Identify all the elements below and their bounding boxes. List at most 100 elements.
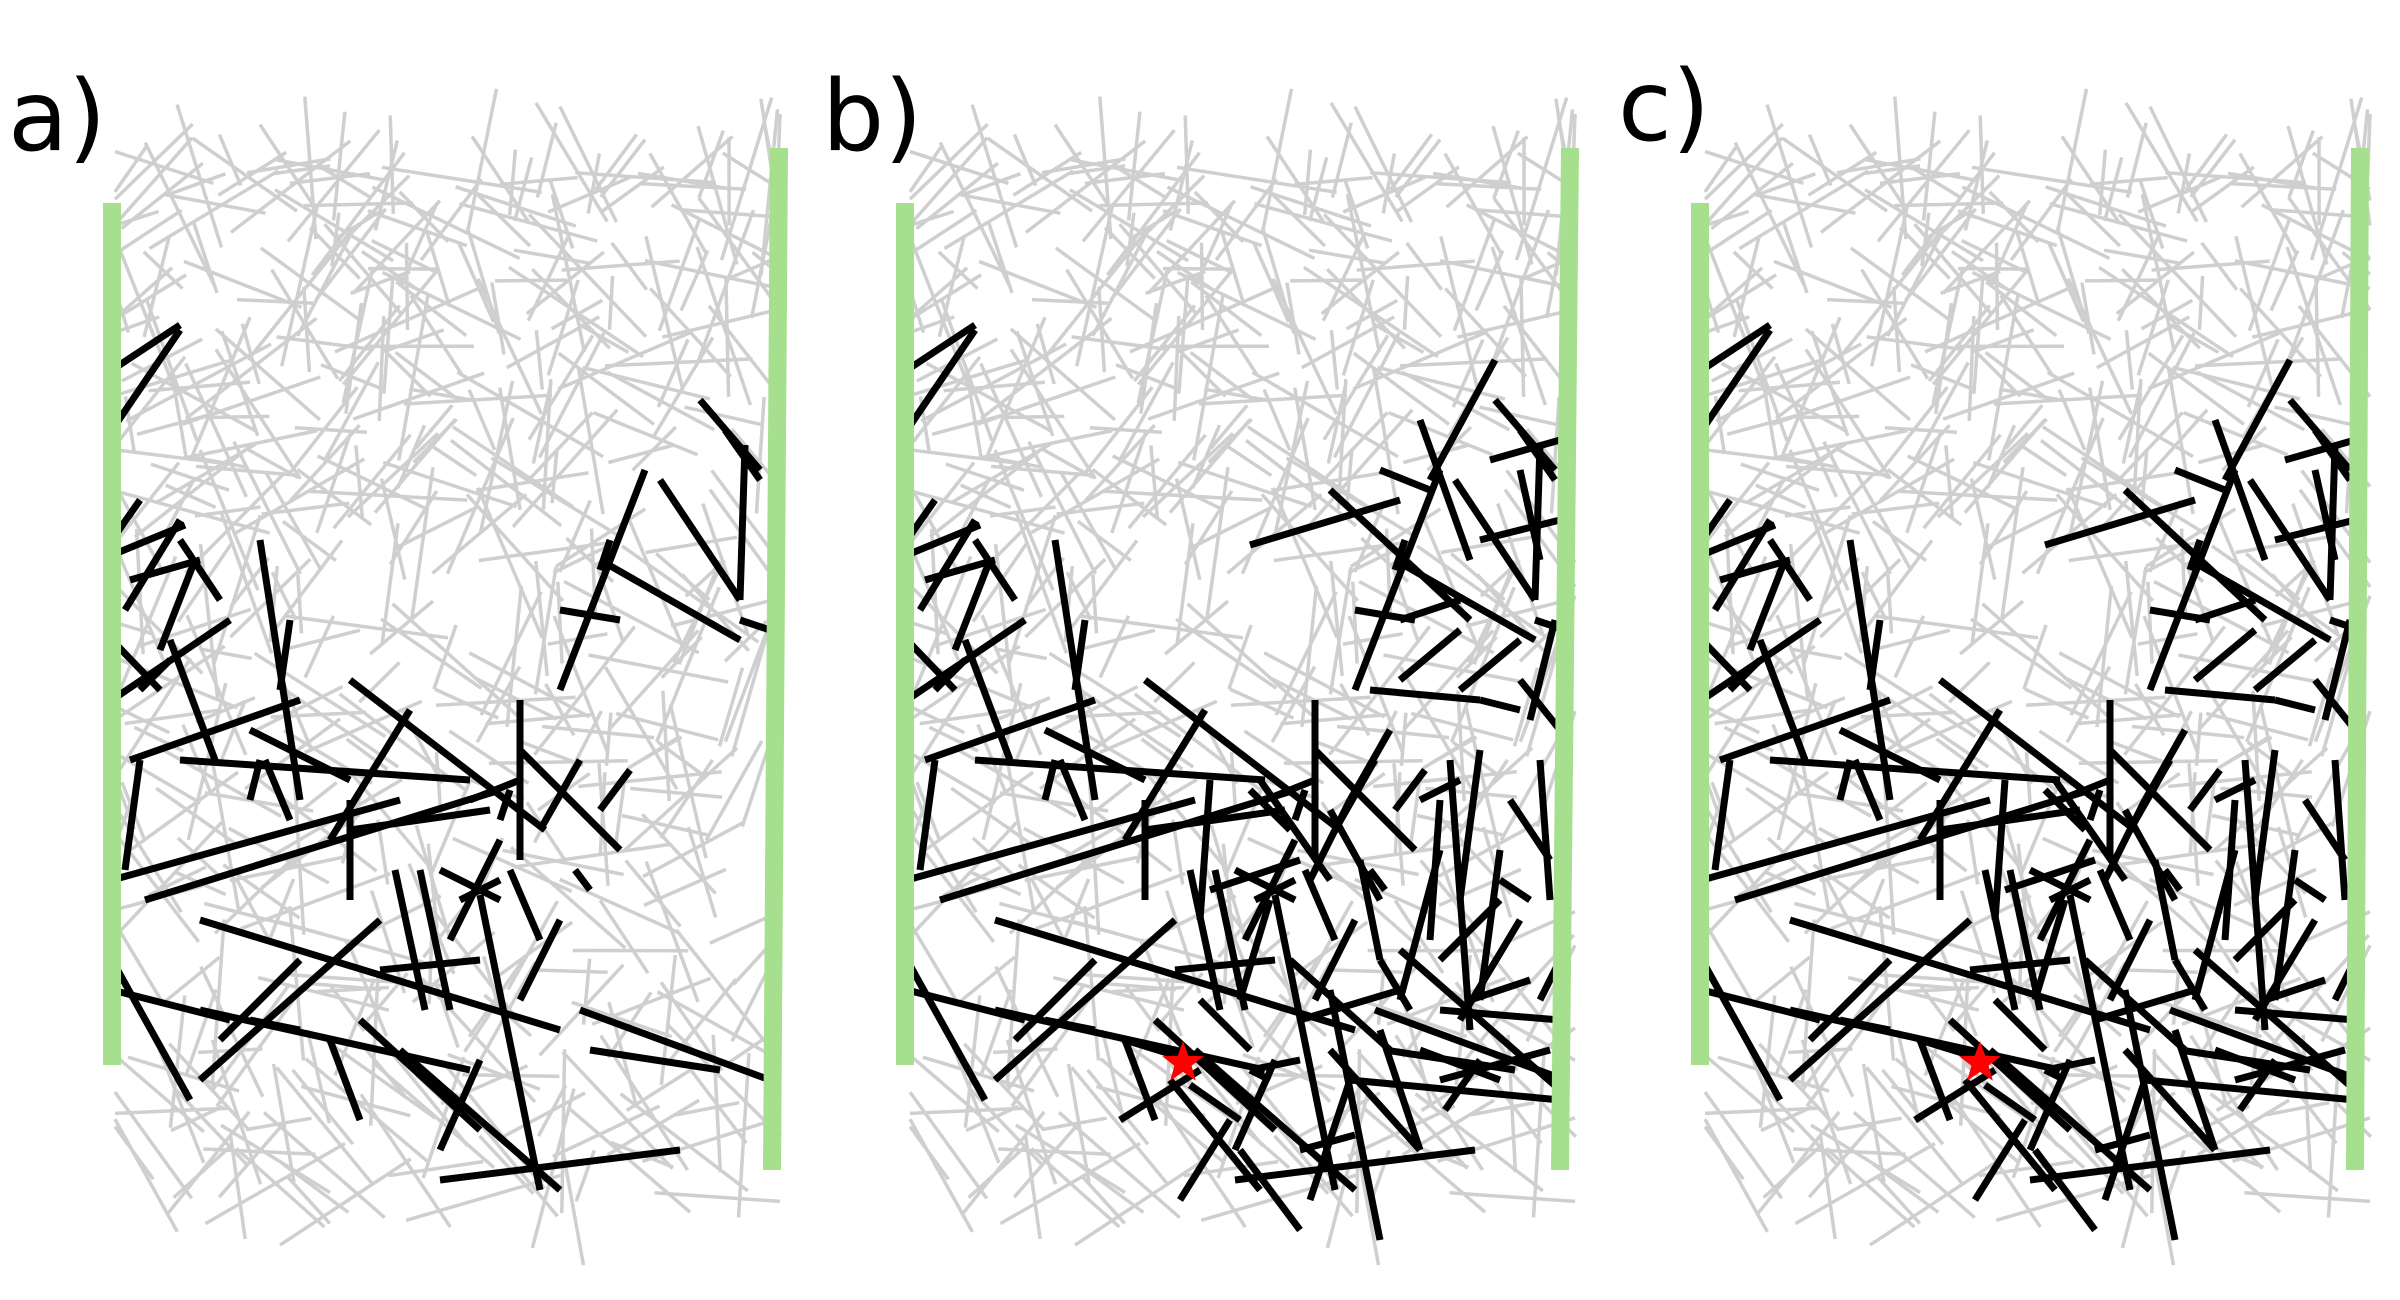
background-stick — [1876, 129, 1971, 243]
background-stick — [2153, 579, 2290, 655]
connected-stick — [1208, 856, 1302, 894]
background-stick — [435, 695, 576, 707]
background-stick — [381, 165, 542, 195]
background-stick — [2060, 135, 2120, 223]
background-stick — [113, 136, 194, 226]
background-stick — [194, 505, 261, 518]
background-stick — [1723, 444, 1843, 539]
background-stick — [1819, 139, 1942, 234]
connected-stick — [2122, 487, 2268, 623]
background-stick — [1012, 1123, 1079, 1199]
background-stick — [1300, 585, 1319, 728]
background-stick — [1879, 171, 1961, 186]
background-stick — [386, 328, 445, 353]
background-stick — [1061, 878, 1091, 944]
connected-stick — [2252, 637, 2318, 693]
background-stick — [656, 990, 781, 1062]
background-stick — [506, 900, 559, 991]
background-stick — [2124, 330, 2135, 390]
background-stick — [1270, 471, 1384, 493]
connected-stick — [556, 468, 649, 692]
background-stick — [217, 1123, 284, 1199]
background-stick — [184, 316, 318, 420]
background-stick — [1719, 770, 1830, 852]
connected-stick — [1452, 478, 1538, 602]
background-stick — [1193, 190, 1245, 244]
connected-stick — [1517, 677, 1563, 733]
background-stick — [1110, 162, 1167, 200]
background-stick — [2247, 217, 2292, 332]
background-stick — [333, 978, 377, 1077]
connected-stick — [438, 866, 502, 904]
background-stick — [591, 976, 712, 1026]
connected-stick — [1249, 1056, 1301, 1074]
connected-stick — [1177, 1118, 1233, 1202]
background-stick — [984, 454, 1043, 469]
background-stick — [1807, 133, 1833, 187]
background-stick — [478, 1134, 535, 1195]
background-stick — [302, 286, 312, 373]
background-stick — [1076, 1162, 1145, 1214]
connected-stick — [1397, 947, 1563, 1093]
right-electrode — [1551, 147, 1579, 1171]
background-stick — [657, 217, 702, 332]
background-stick — [1421, 734, 1476, 771]
background-stick — [1898, 489, 2058, 502]
background-stick — [684, 405, 761, 427]
panel-b: b) — [822, 60, 1579, 1266]
background-stick — [496, 1091, 586, 1142]
background-stick — [2051, 1072, 2150, 1079]
connected-stick — [924, 556, 996, 584]
background-stick — [575, 170, 717, 185]
background-stick — [1755, 1110, 1841, 1217]
background-stick — [603, 666, 679, 791]
connected-stick — [1756, 638, 1809, 762]
background-stick — [697, 196, 782, 311]
background-stick — [909, 149, 1009, 185]
background-stick — [610, 241, 649, 291]
background-stick — [204, 791, 314, 813]
background-stick — [1125, 212, 1136, 267]
background-stick — [1191, 424, 1222, 489]
background-stick — [1807, 150, 1878, 197]
background-stick — [1402, 275, 1410, 330]
background-stick — [2181, 976, 2302, 1026]
background-stick — [234, 877, 272, 942]
background-stick — [160, 955, 221, 1006]
background-stick — [1066, 1063, 1091, 1183]
background-stick — [1097, 286, 1107, 373]
background-stick — [1069, 188, 1190, 263]
connected-stick — [506, 868, 544, 942]
background-stick — [1920, 212, 1931, 267]
background-stick — [1869, 203, 1910, 367]
background-stick — [1100, 1029, 1127, 1124]
background-stick — [1089, 426, 1163, 434]
background-stick — [2189, 165, 2255, 214]
background-stick — [367, 209, 468, 248]
background-stick — [1714, 708, 1809, 726]
background-stick — [369, 599, 435, 656]
background-stick — [908, 146, 943, 193]
connected-stick — [137, 657, 173, 693]
background-stick — [704, 740, 764, 842]
background-stick — [909, 208, 978, 256]
background-stick — [114, 620, 154, 636]
background-stick — [2235, 535, 2328, 555]
background-stick — [2249, 758, 2304, 839]
background-stick — [1492, 130, 1520, 199]
background-stick — [1086, 1068, 1150, 1146]
background-stick — [1032, 297, 1109, 306]
background-stick — [2142, 615, 2200, 755]
background-stick — [1252, 242, 1291, 323]
right-electrode — [2346, 147, 2369, 1171]
background-stick — [730, 624, 772, 757]
connected-stick — [2121, 989, 2179, 1241]
background-stick — [908, 1091, 989, 1200]
background-stick — [2065, 471, 2179, 493]
background-stick — [214, 348, 302, 480]
background-stick — [1704, 357, 1825, 398]
connected-stick — [2221, 799, 2239, 941]
background-stick — [1781, 136, 1889, 213]
background-stick — [1283, 758, 1423, 766]
background-stick — [534, 560, 549, 676]
